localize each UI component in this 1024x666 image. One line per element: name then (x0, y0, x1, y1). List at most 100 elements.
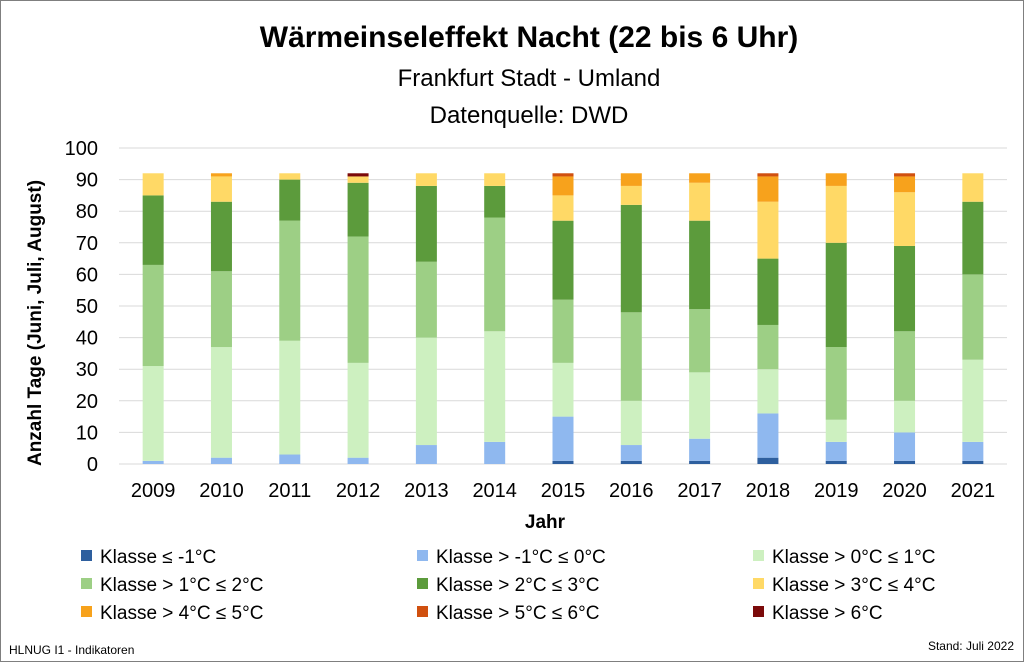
bar-segment (210, 347, 232, 458)
x-tick-label: 2016 (609, 480, 654, 502)
footer-right: Stand: Juli 2022 (928, 639, 1014, 653)
x-tick-label: 2014 (472, 480, 517, 502)
bar-segment (210, 457, 232, 464)
x-tick-label: 2018 (746, 480, 791, 502)
legend-label: Klasse > 1°C ≤ 2°C (100, 575, 263, 596)
bar-segment (484, 173, 506, 186)
legend-swatch (417, 606, 428, 617)
bar-segment (689, 173, 711, 183)
y-tick-label: 0 (87, 454, 98, 476)
bar-segment (620, 312, 642, 401)
bar-segment (757, 176, 779, 202)
bar-segment (894, 460, 916, 464)
x-tick-label: 2009 (131, 480, 176, 502)
bar-segment (962, 201, 984, 275)
bar-segment (962, 173, 984, 202)
bar-segment (279, 173, 301, 180)
bar-segment (757, 457, 779, 464)
y-tick-label: 80 (76, 201, 98, 223)
bar-segment (210, 173, 232, 177)
bar-segment (689, 372, 711, 439)
bar-segment (484, 217, 506, 332)
bar-segment (347, 457, 369, 464)
y-axis-label: Anzahl Tage (Juni, Juli, August) (25, 180, 46, 466)
bar-segment (347, 182, 369, 237)
x-tick-label: 2010 (199, 480, 244, 502)
bar-segment (142, 173, 164, 196)
x-tick-label: 2012 (336, 480, 381, 502)
bar-segment (894, 176, 916, 193)
bar-segment (962, 359, 984, 442)
bar-segment (552, 299, 574, 363)
y-tick-label: 10 (76, 422, 98, 444)
bar-segment (552, 176, 574, 196)
bar-segment (757, 173, 779, 177)
bar-segment (279, 220, 301, 341)
chart-subtitle-2: Datenquelle: DWD (430, 102, 629, 129)
legend-swatch (417, 578, 428, 589)
y-tick-label: 70 (76, 233, 98, 255)
bar-segment (620, 185, 642, 205)
bar-segment (689, 460, 711, 464)
bar-segment (210, 176, 232, 202)
bar-segment (347, 176, 369, 183)
bar-segment (620, 204, 642, 313)
chart-title: Wärmeinseleffekt Nacht (22 bis 6 Uhr) (260, 21, 799, 54)
legend-label: Klasse > 0°C ≤ 1°C (772, 547, 935, 568)
x-tick-label: 2017 (677, 480, 722, 502)
bar-segment (825, 460, 847, 464)
legend-swatch (753, 578, 764, 589)
bar-segment (757, 258, 779, 325)
bar-segment (894, 245, 916, 332)
bar-segment (279, 454, 301, 464)
bar-segment (620, 445, 642, 461)
bar-segment (484, 441, 506, 464)
bar-segment (689, 220, 711, 310)
bar-segment (415, 173, 437, 186)
bar-segment (210, 201, 232, 272)
bar-segment (552, 416, 574, 461)
bar-segment (825, 242, 847, 348)
bar-segment (894, 173, 916, 177)
legend-label: Klasse > 3°C ≤ 4°C (772, 575, 935, 596)
y-tick-label: 100 (65, 138, 98, 160)
y-tick-label: 90 (76, 170, 98, 192)
legend-swatch (81, 550, 92, 561)
bar-segment (894, 400, 916, 433)
bar-segment (484, 331, 506, 442)
y-tick-labels: 0 10 20 30 40 50 60 70 80 90 100 (65, 138, 98, 476)
bar-segment (142, 460, 164, 464)
legend-label: Klasse > 2°C ≤ 3°C (436, 575, 599, 596)
x-tick-label: 2013 (404, 480, 449, 502)
x-tick-label: 2011 (268, 480, 311, 502)
bar-segment (825, 347, 847, 420)
legend: Klasse ≤ -1°C Klasse > -1°C ≤ 0°C Klasse >… (81, 547, 935, 624)
bar-segment (552, 195, 574, 221)
bar-segment (620, 173, 642, 186)
bar-segment (415, 445, 437, 464)
y-tick-label: 40 (76, 328, 98, 350)
bar-segment (142, 264, 164, 367)
legend-label: Klasse > 6°C (772, 603, 883, 624)
y-tick-label: 30 (76, 359, 98, 381)
x-tick-label: 2020 (882, 480, 927, 502)
bar-segment (620, 400, 642, 446)
y-tick-label: 20 (76, 391, 98, 413)
bar-segment (757, 369, 779, 414)
bar-segment (894, 331, 916, 401)
x-tick-label: 2021 (951, 480, 996, 502)
bar-segment (347, 236, 369, 363)
bar-segment (484, 185, 506, 218)
bar-segment (894, 192, 916, 246)
legend-label: Klasse > 5°C ≤ 6°C (436, 603, 599, 624)
bar-segment (552, 362, 574, 417)
legend-label: Klasse > 4°C ≤ 5°C (100, 603, 263, 624)
chart-subtitle-1: Frankfurt Stadt - Umland (398, 65, 661, 92)
bar-segment (210, 271, 232, 348)
bar-segment (552, 173, 574, 177)
bars (142, 173, 984, 464)
bar-segment (552, 460, 574, 464)
bar-segment (347, 173, 369, 177)
bar-segment (415, 261, 437, 338)
